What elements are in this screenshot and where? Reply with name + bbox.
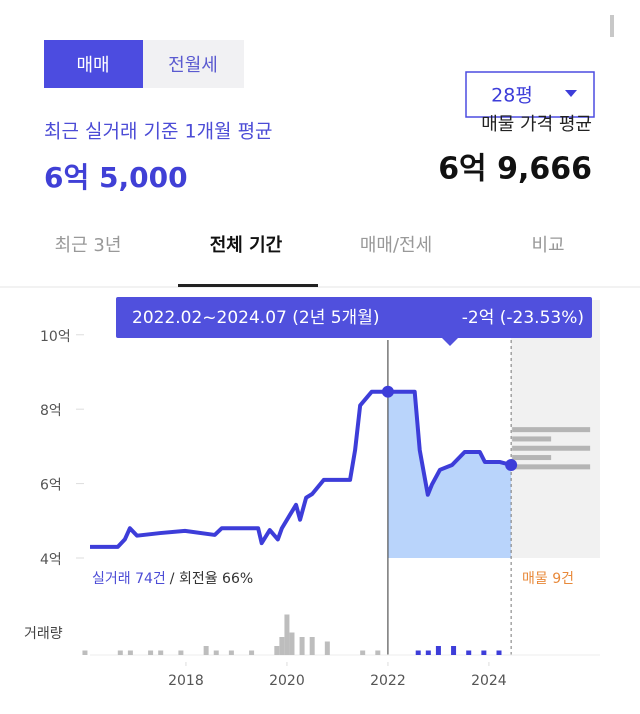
tab[interactable]: 매매/전세 xyxy=(360,235,432,256)
dropdown-label[interactable]: 28평 xyxy=(491,85,533,107)
volume-bar xyxy=(289,632,295,655)
volume-bar xyxy=(309,637,315,655)
volume-bar xyxy=(299,637,305,655)
volume-label: 거래량 xyxy=(24,626,63,642)
turnover-label: / 회전율 66% xyxy=(170,571,253,587)
listing-count: 매물 9건 xyxy=(522,571,574,587)
tab[interactable]: 최근 3년 xyxy=(55,235,122,256)
tab[interactable]: 비교 xyxy=(531,235,564,256)
volume-bar xyxy=(274,646,280,655)
listing-bar xyxy=(512,455,552,461)
chart: 4억 6억 8억 10억 2022.02~2024.07 (2년 5개월) -2억 (-2… xyxy=(24,297,600,689)
trade-count-label: 실거래 74건 xyxy=(92,571,166,587)
tooltip-change: -2억 (-23.53%) xyxy=(462,308,584,328)
volume-bar xyxy=(435,646,441,655)
volume-bar xyxy=(228,650,234,655)
price-line xyxy=(90,389,512,549)
volume-bar xyxy=(127,650,133,655)
listing-bar xyxy=(512,427,591,433)
tab-underline xyxy=(178,284,318,287)
volume-bar xyxy=(82,650,88,655)
tooltip-period: 2022.02~2024.07 (2년 5개월) xyxy=(132,308,379,328)
listing-label: 매물 가격 평균 xyxy=(481,114,592,135)
dropdown-arrow xyxy=(565,90,577,97)
toggle-label[interactable]: 전월세 xyxy=(168,55,218,76)
recent-value: 6억 5,000 xyxy=(44,161,188,194)
x-tick-label: 2024 xyxy=(471,673,507,689)
volume-bar xyxy=(249,650,255,655)
x-tick-label: 2018 xyxy=(168,673,204,689)
volume-bar xyxy=(213,650,219,655)
volume-bar xyxy=(481,650,487,655)
listing-bar xyxy=(512,464,591,470)
selection-point xyxy=(505,458,518,471)
y-tick-label: 10억 xyxy=(40,329,71,345)
tooltip-pointer xyxy=(442,338,458,346)
scrollbar xyxy=(610,15,614,37)
volume-bar xyxy=(324,641,330,655)
selection-point xyxy=(381,385,394,398)
volume-bar xyxy=(178,650,184,655)
listing-value: 6억 9,666 xyxy=(438,152,592,187)
volume-bar xyxy=(415,650,421,655)
toggle-active[interactable] xyxy=(44,40,143,88)
volume-bar xyxy=(466,650,472,655)
y-tick-label: 4억 xyxy=(40,552,62,568)
toggle-label[interactable]: 매매 xyxy=(76,55,109,76)
volume-bar xyxy=(279,637,285,655)
y-tick-label: 6억 xyxy=(40,478,62,494)
volume-bar xyxy=(203,646,209,655)
selection-area xyxy=(387,391,512,558)
recent-label: 최근 실거래 기준 1개월 평균 xyxy=(44,121,273,143)
volume-bar xyxy=(158,650,164,655)
volume-bar xyxy=(148,650,154,655)
volume-bar xyxy=(375,650,381,655)
volume-bar xyxy=(284,614,290,655)
volume-bar xyxy=(360,650,366,655)
x-tick-label: 2020 xyxy=(269,673,305,689)
listing-bar xyxy=(512,445,591,451)
x-tick-label: 2022 xyxy=(370,673,406,689)
volume-bar xyxy=(451,646,457,655)
volume-bar xyxy=(496,650,502,655)
tab-active[interactable]: 전체 기간 xyxy=(210,235,283,256)
volume-bar xyxy=(117,650,123,655)
y-tick-label: 8억 xyxy=(40,403,62,419)
trade-count: 실거래 74건 / 회전율 66% xyxy=(92,571,253,587)
listing-bar xyxy=(512,436,552,442)
volume-bar xyxy=(425,650,431,655)
tooltip-box xyxy=(116,297,592,338)
